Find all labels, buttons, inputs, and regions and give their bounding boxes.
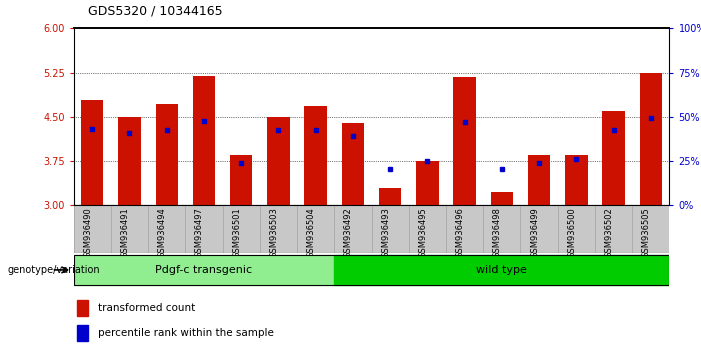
Text: GSM936498: GSM936498: [493, 207, 502, 258]
Text: Pdgf-c transgenic: Pdgf-c transgenic: [156, 265, 252, 275]
Bar: [491, 192, 513, 205]
Bar: [454, 77, 476, 205]
Bar: [372, 205, 409, 253]
Bar: [639, 73, 662, 205]
Text: transformed count: transformed count: [98, 303, 196, 313]
Text: GSM936501: GSM936501: [232, 207, 241, 257]
Bar: [267, 117, 290, 205]
Bar: [148, 205, 185, 253]
Bar: [77, 300, 88, 316]
Text: GSM936500: GSM936500: [567, 207, 576, 257]
Bar: [230, 155, 252, 205]
Bar: [193, 76, 215, 205]
Text: genotype/variation: genotype/variation: [7, 265, 100, 275]
Text: wild type: wild type: [477, 265, 527, 275]
Bar: [558, 205, 595, 253]
Bar: [74, 205, 111, 253]
Text: GSM936495: GSM936495: [418, 207, 428, 257]
Text: GDS5320 / 10344165: GDS5320 / 10344165: [88, 5, 222, 18]
Bar: [528, 155, 550, 205]
Text: GSM936491: GSM936491: [121, 207, 130, 257]
Bar: [156, 104, 178, 205]
Bar: [297, 205, 334, 253]
Bar: [379, 188, 401, 205]
Text: GSM936493: GSM936493: [381, 207, 390, 258]
Bar: [77, 325, 88, 341]
Bar: [334, 205, 372, 253]
Text: GSM936494: GSM936494: [158, 207, 167, 257]
Text: GSM936496: GSM936496: [456, 207, 465, 258]
Text: percentile rank within the sample: percentile rank within the sample: [98, 327, 274, 338]
Text: GSM936492: GSM936492: [344, 207, 353, 257]
Bar: [260, 205, 297, 253]
Bar: [304, 106, 327, 205]
Bar: [341, 123, 364, 205]
Bar: [483, 205, 520, 253]
Bar: [74, 255, 334, 285]
Bar: [520, 205, 558, 253]
Text: GSM936499: GSM936499: [530, 207, 539, 257]
Bar: [409, 205, 446, 253]
Bar: [565, 155, 587, 205]
Bar: [222, 205, 260, 253]
Bar: [595, 205, 632, 253]
Bar: [111, 205, 148, 253]
Text: GSM936490: GSM936490: [83, 207, 93, 257]
Bar: [632, 205, 669, 253]
Text: GSM936503: GSM936503: [269, 207, 278, 258]
Bar: [446, 205, 483, 253]
Bar: [118, 117, 141, 205]
Bar: [81, 100, 104, 205]
Text: GSM936497: GSM936497: [195, 207, 204, 258]
Bar: [334, 255, 669, 285]
Text: GSM936505: GSM936505: [642, 207, 651, 257]
Text: GSM936504: GSM936504: [306, 207, 315, 257]
Bar: [185, 205, 222, 253]
Bar: [602, 111, 625, 205]
Bar: [416, 161, 439, 205]
Text: GSM936502: GSM936502: [604, 207, 613, 257]
